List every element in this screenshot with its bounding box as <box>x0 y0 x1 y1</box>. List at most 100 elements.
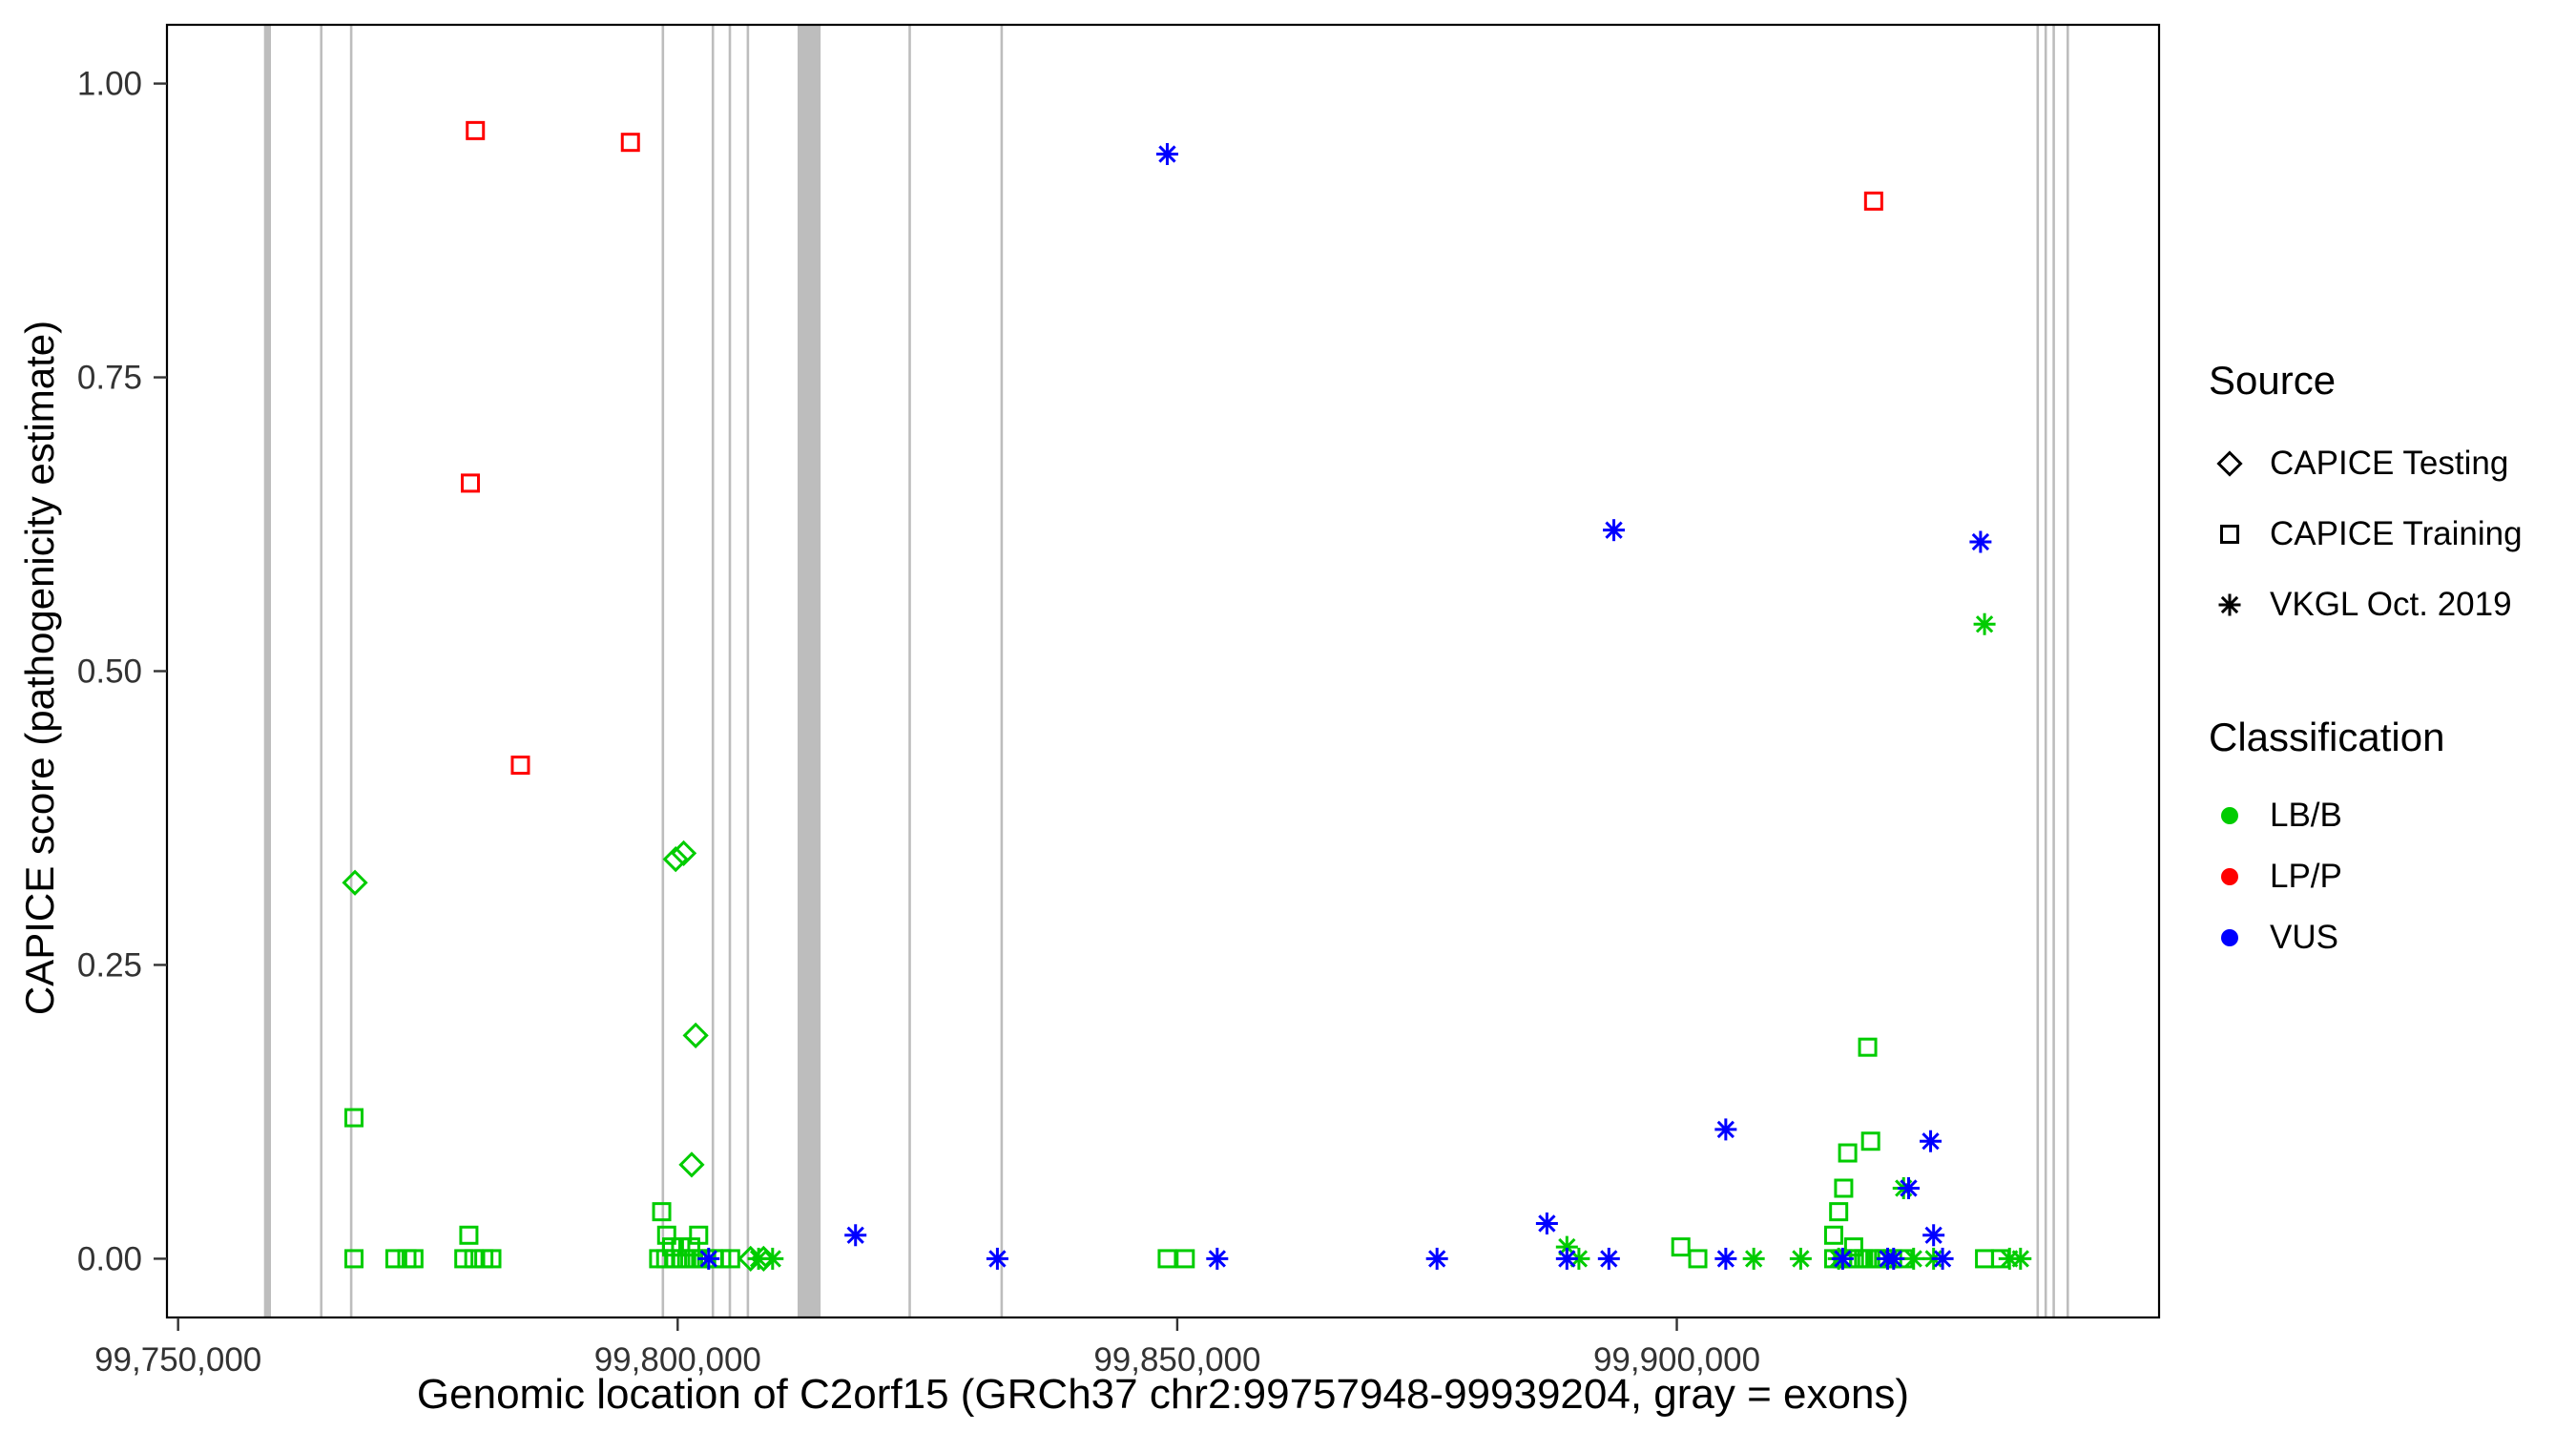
exon-band <box>2067 25 2069 1317</box>
legend-item: CAPICE Testing <box>2209 428 2571 499</box>
y-axis-title: CAPICE score (pathogenicity estimate) <box>17 320 62 1016</box>
data-point-square <box>482 1249 502 1269</box>
legend-marker-square <box>2220 525 2239 544</box>
legend-item: LP/P <box>2209 846 2571 907</box>
data-point-square <box>1175 1249 1195 1269</box>
data-point-asterisk <box>1882 1247 1905 1270</box>
data-point-square <box>656 1225 676 1245</box>
data-point-diamond <box>662 845 689 873</box>
legend-item: VUS <box>2209 907 2571 968</box>
exon-band <box>908 25 911 1317</box>
data-point-diamond <box>682 1022 709 1048</box>
data-point-square <box>2220 525 2239 544</box>
data-point-diamond <box>342 869 368 896</box>
data-point-dot <box>2221 868 2238 885</box>
data-point-square <box>1863 191 1883 211</box>
x-axis-title: Genomic location of C2orf15 (GRCh37 chr2… <box>416 1371 1910 1418</box>
x-tick-label: 99,900,000 <box>1593 1341 1760 1379</box>
y-tick-label: 0.50 <box>77 653 142 691</box>
data-point-square <box>1829 1202 1849 1222</box>
exon-band <box>2044 25 2047 1317</box>
data-point-square <box>1975 1249 1995 1269</box>
data-point-asterisk <box>1155 143 1178 165</box>
data-point-square <box>384 1249 405 1269</box>
exon-band <box>711 25 715 1317</box>
data-point-square <box>1157 1249 1177 1269</box>
data-point-square <box>510 756 530 776</box>
data-point-asterisk <box>844 1224 867 1247</box>
data-point-square <box>620 133 640 153</box>
exon-band <box>263 25 271 1317</box>
legend-classification-title: Classification <box>2209 715 2445 759</box>
data-point-diamond <box>678 1151 705 1178</box>
y-tick-label: 1.00 <box>77 66 142 103</box>
data-point-square <box>720 1249 740 1269</box>
y-tick-label: 0.00 <box>77 1240 142 1277</box>
exon-band <box>349 25 353 1317</box>
legend-marker-dot <box>2221 807 2238 824</box>
data-point-asterisk <box>1425 1247 1448 1270</box>
data-point-asterisk <box>1973 612 1996 635</box>
legend-classification-group: Classification LB/B LP/P VUS <box>2209 715 2571 968</box>
data-point-square <box>343 1108 364 1128</box>
data-point-square <box>454 1249 474 1269</box>
data-point-square <box>1671 1237 1691 1257</box>
legend-source-items: CAPICE Testing CAPICE Training VKGL Oct. 2… <box>2209 428 2571 640</box>
data-point-asterisk <box>697 1247 720 1270</box>
exon-band <box>661 25 665 1317</box>
data-point-square <box>460 473 480 493</box>
data-point-diamond <box>670 840 697 867</box>
data-point-asterisk <box>2009 1247 2032 1270</box>
data-point-square <box>343 1249 364 1269</box>
x-tick-label: 99,850,000 <box>1093 1341 1260 1379</box>
legend-marker-dot <box>2221 868 2238 885</box>
legend-marker-dot <box>2221 929 2238 946</box>
legend-marker-asterisk <box>2218 593 2241 616</box>
legend-item-label: CAPICE Training <box>2270 515 2523 552</box>
data-point-square <box>689 1225 709 1245</box>
legend-item: LB/B <box>2209 785 2571 846</box>
x-tick-label: 99,800,000 <box>594 1341 761 1379</box>
data-point-asterisk <box>2218 593 2241 616</box>
data-point-asterisk <box>1535 1212 1558 1234</box>
data-point-asterisk <box>1742 1247 1765 1270</box>
data-point-square <box>404 1249 424 1269</box>
exon-band <box>320 25 322 1317</box>
data-point-square <box>464 1249 484 1269</box>
data-point-asterisk <box>1206 1247 1229 1270</box>
data-point-asterisk <box>1555 1247 1578 1270</box>
exon-band <box>2052 25 2055 1317</box>
exon-band <box>2036 25 2040 1317</box>
legend-marker-diamond <box>2216 450 2243 477</box>
data-point-square <box>1858 1037 1878 1057</box>
legend-item-label: VKGL Oct. 2019 <box>2270 586 2512 623</box>
legend-item-label: LB/B <box>2270 797 2342 834</box>
legend-source-title: Source <box>2209 358 2337 403</box>
data-point-asterisk <box>1714 1118 1737 1141</box>
exon-band <box>798 25 821 1317</box>
data-point-asterisk <box>1969 530 1992 553</box>
data-point-square <box>1860 1131 1880 1151</box>
data-point-asterisk <box>1789 1247 1812 1270</box>
data-point-square <box>1688 1249 1708 1269</box>
legend-item: CAPICE Training <box>2209 499 2571 570</box>
data-point-asterisk <box>1714 1247 1737 1270</box>
data-point-square <box>466 120 486 140</box>
legend-item-label: VUS <box>2270 919 2338 956</box>
y-tick-label: 0.75 <box>77 360 142 397</box>
data-point-dot <box>2221 929 2238 946</box>
exon-band <box>728 25 732 1317</box>
data-point-square <box>1843 1237 1863 1257</box>
data-point-square <box>1834 1178 1854 1198</box>
data-point-asterisk <box>1920 1130 1942 1152</box>
data-point-square <box>1823 1225 1843 1245</box>
data-point-square <box>459 1225 479 1245</box>
legend-classification-items: LB/B LP/P VUS <box>2209 785 2571 968</box>
data-point-asterisk <box>1603 519 1626 542</box>
data-point-asterisk <box>1897 1177 1920 1199</box>
data-point-asterisk <box>1922 1224 1945 1247</box>
data-point-asterisk <box>1902 1247 1925 1270</box>
data-point-asterisk <box>1831 1247 1854 1270</box>
data-point-diamond <box>2216 450 2243 477</box>
